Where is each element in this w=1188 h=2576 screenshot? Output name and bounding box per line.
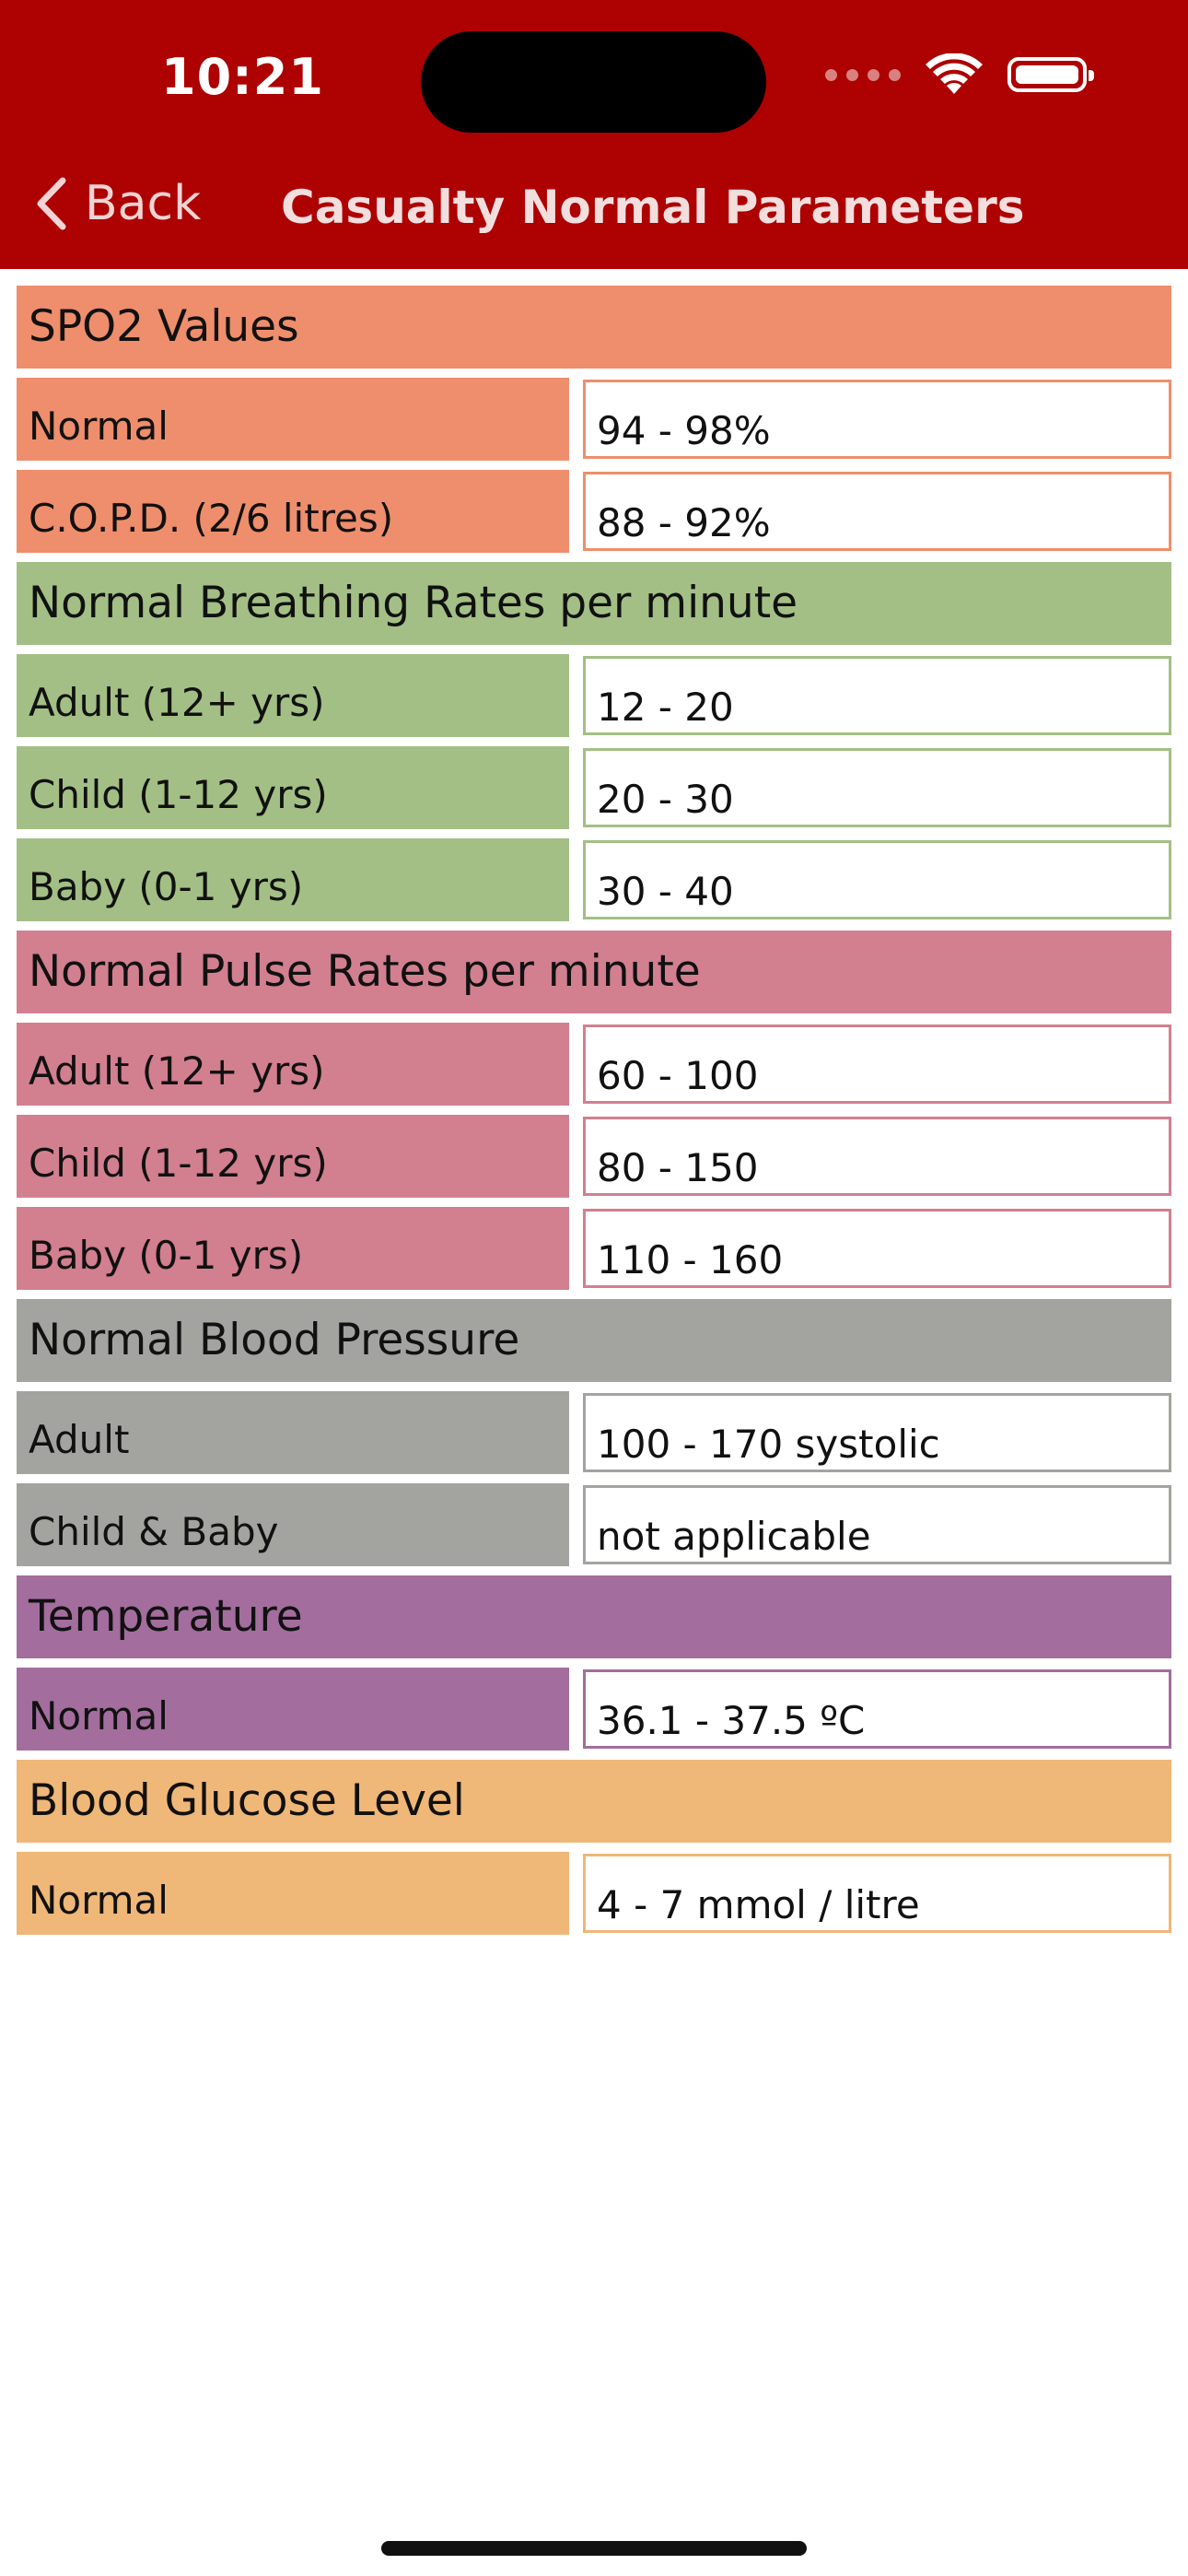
back-label: Back	[85, 176, 202, 231]
parameter-row: Adult (12+ yrs) 60 - 100	[17, 1023, 1171, 1106]
parameter-label: Adult (12+ yrs)	[17, 654, 569, 737]
parameter-value: 94 - 98%	[583, 380, 1171, 459]
parameter-row: Baby (0-1 yrs) 110 - 160	[17, 1207, 1171, 1290]
parameter-label: Baby (0-1 yrs)	[17, 838, 569, 921]
parameter-value: 80 - 150	[583, 1117, 1171, 1196]
dynamic-island	[421, 31, 766, 133]
parameter-label: Child (1-12 yrs)	[17, 1115, 569, 1198]
wifi-icon	[926, 53, 983, 94]
parameter-label: Normal	[17, 1668, 569, 1751]
section-header: SPO2 Values	[17, 286, 1171, 369]
section-group: Normal Blood Pressure Adult 100 - 170 syst…	[17, 1299, 1171, 1566]
parameter-value: 12 - 20	[583, 656, 1171, 735]
section-header: Normal Pulse Rates per minute	[17, 931, 1171, 1013]
parameter-row: Normal 36.1 - 37.5 ºC	[17, 1668, 1171, 1751]
battery-icon	[1007, 57, 1094, 92]
status-icons	[825, 53, 1094, 96]
parameter-value: 110 - 160	[583, 1209, 1171, 1288]
section-header: Blood Glucose Level	[17, 1760, 1171, 1843]
parameter-value: 88 - 92%	[583, 472, 1171, 551]
parameter-value: 60 - 100	[583, 1025, 1171, 1104]
parameter-row: Baby (0-1 yrs) 30 - 40	[17, 838, 1171, 921]
section-group: Normal Pulse Rates per minute Adult (12+ …	[17, 931, 1171, 1290]
section-header: Temperature	[17, 1575, 1171, 1658]
cellular-signal-icon	[825, 68, 901, 81]
page-title: Casualty Normal Parameters	[281, 181, 1025, 234]
parameter-label: Normal	[17, 1852, 569, 1935]
parameter-row: Child (1-12 yrs) 20 - 30	[17, 746, 1171, 829]
parameter-value: 30 - 40	[583, 840, 1171, 919]
parameter-label: Normal	[17, 378, 569, 461]
parameter-value: not applicable	[583, 1485, 1171, 1564]
parameters-list: SPO2 Values Normal 94 - 98% C.O.P.D. (2/6 l…	[17, 286, 1171, 1944]
parameter-row: Child & Baby not applicable	[17, 1483, 1171, 1566]
parameter-row: Adult (12+ yrs) 12 - 20	[17, 654, 1171, 737]
section-group: SPO2 Values Normal 94 - 98% C.O.P.D. (2/6 l…	[17, 286, 1171, 553]
section-header: Normal Blood Pressure	[17, 1299, 1171, 1382]
parameter-value: 4 - 7 mmol / litre	[583, 1854, 1171, 1933]
parameter-label: Child & Baby	[17, 1483, 569, 1566]
parameter-value: 100 - 170 systolic	[583, 1393, 1171, 1472]
parameter-row: Normal 94 - 98%	[17, 378, 1171, 461]
parameter-label: Child (1-12 yrs)	[17, 746, 569, 829]
section-header: Normal Breathing Rates per minute	[17, 562, 1171, 645]
parameter-row: C.O.P.D. (2/6 litres) 88 - 92%	[17, 470, 1171, 553]
parameter-row: Adult 100 - 170 systolic	[17, 1391, 1171, 1474]
section-group: Blood Glucose Level Normal 4 - 7 mmol / li…	[17, 1760, 1171, 1935]
section-group: Normal Breathing Rates per minute Adult (…	[17, 562, 1171, 921]
parameter-label: Baby (0-1 yrs)	[17, 1207, 569, 1290]
chevron-left-icon	[37, 177, 66, 230]
parameter-label: Adult	[17, 1391, 569, 1474]
home-indicator	[381, 2541, 807, 2556]
parameter-value: 20 - 30	[583, 748, 1171, 827]
parameter-value: 36.1 - 37.5 ºC	[583, 1669, 1171, 1749]
parameter-row: Normal 4 - 7 mmol / litre	[17, 1852, 1171, 1935]
navigation-header: 10:21 Back Casualty Normal Parameters	[0, 0, 1188, 269]
parameter-label: C.O.P.D. (2/6 litres)	[17, 470, 569, 553]
back-button[interactable]: Back	[33, 175, 201, 232]
parameter-label: Adult (12+ yrs)	[17, 1023, 569, 1106]
status-time: 10:21	[161, 48, 324, 106]
parameter-row: Child (1-12 yrs) 80 - 150	[17, 1115, 1171, 1198]
section-group: Temperature Normal 36.1 - 37.5 ºC	[17, 1575, 1171, 1751]
